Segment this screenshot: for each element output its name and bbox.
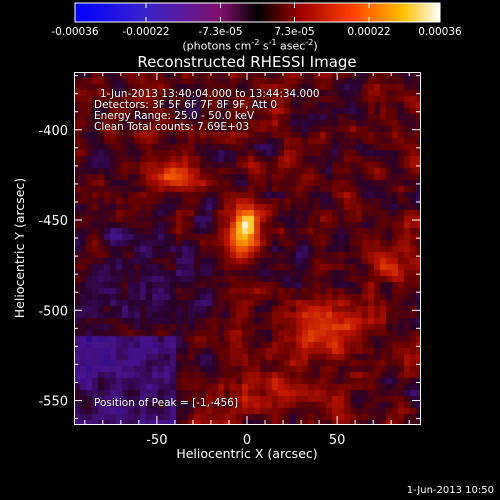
y-tick-label: -450 [38, 214, 68, 229]
colorbar-tick-label: 0.00022 [347, 26, 390, 38]
colorbar-tick-label: -0.00022 [122, 26, 169, 38]
x-tick-label: -50 [146, 433, 167, 448]
x-axis-title: Heliocentric X (arcsec) [176, 446, 317, 461]
colorbar-tick-label: -7.3e-05 [198, 26, 242, 38]
y-tick-label: -400 [38, 124, 68, 139]
colorbar-gradient [74, 2, 441, 23]
info-clean-counts: Clean Total counts: 7.69E+03 [94, 121, 250, 133]
colorbar-tick-label: -0.00036 [51, 26, 99, 38]
info-detectors: Detectors: 3F 5F 6F 7F 8F 9F, Att 0 [94, 99, 278, 111]
x-tick-label: 0 [243, 433, 251, 448]
info-peak-position: Position of Peak = [-1,-456] [94, 397, 238, 409]
colorbar: -0.00036 -0.00022 -7.3e-05 7.3e-05 0.00022 0.… [51, 2, 462, 38]
colorbar-unit-label: (photons cm-2 s-1 asec-2) [182, 38, 318, 53]
x-tick-label: 50 [329, 433, 346, 448]
info-time-range: 1-Jun-2013 13:40:04.000 to 13:44:34.000 [100, 88, 320, 100]
footer-timestamp: 1-Jun-2013 10:50 [406, 485, 494, 496]
info-energy-range: Energy Range: 25.0 - 50.0 keV [94, 110, 255, 122]
plot-area: 1-Jun-2013 13:40:04.000 to 13:44:34.000 … [74, 72, 420, 424]
colorbar-tick-label: 0.00036 [418, 26, 462, 38]
chart-title: Reconstructed RHESSI Image [137, 53, 357, 71]
plot-border [74, 72, 421, 425]
y-axis-title: Heliocentric Y (arcsec) [12, 178, 27, 318]
heatmap-image [74, 72, 420, 424]
colorbar-tick-label: 7.3e-05 [274, 26, 314, 38]
y-tick-label: -550 [38, 395, 68, 410]
y-tick-label: -500 [38, 304, 68, 319]
